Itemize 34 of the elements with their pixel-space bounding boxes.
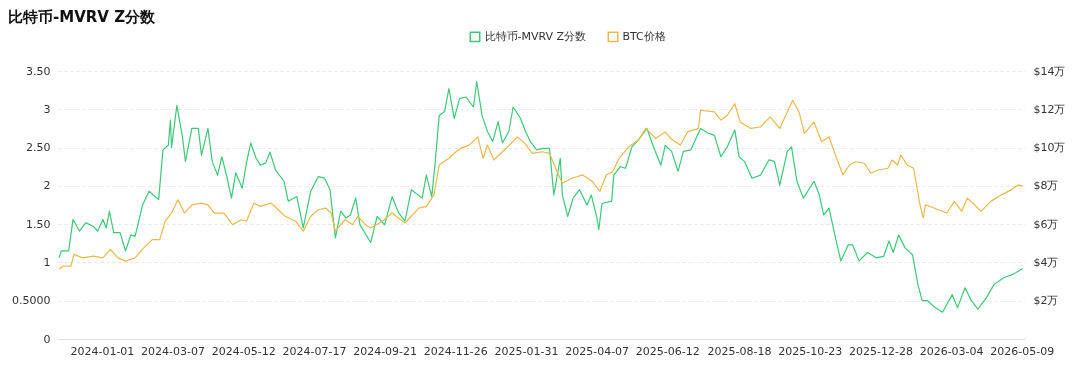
x-tick-label: 2024-03-07 [141,344,206,358]
x-tick-label: 2025-04-07 [565,344,630,358]
line-series [58,99,1024,270]
x-tick-label: 2025-10-23 [778,344,843,358]
x-tick-label: 2024-01-01 [70,344,135,358]
y2-tick-label: $10万 [1033,141,1066,155]
legend-label: BTC价格 [622,29,666,43]
y-tick-label: 2.50 [26,141,51,155]
y2-tick-label: $4万 [1033,255,1059,269]
y-tick-label: 0 [43,332,51,346]
y2-tick-label: $8万 [1033,179,1059,193]
x-tick-label: 2024-11-26 [423,344,488,358]
x-tick-label: 2025-12-28 [848,344,913,358]
chart-title: 比特币-MVRV Z分数 [8,8,157,26]
x-tick-label: 2024-05-12 [211,344,276,358]
x-tick-label: 2025-01-31 [494,344,559,358]
y2-tick-label: $14万 [1033,64,1066,78]
x-tick-label: 2025-06-12 [635,344,700,358]
x-tick-label: 2024-07-17 [282,344,347,358]
y2-tick-label: $2万 [1033,294,1059,308]
x-tick-label: 2026-05-09 [990,344,1055,358]
y2-tick-label: $6万 [1033,217,1059,231]
y-tick-label: 1.50 [26,217,51,231]
legend-label: 比特币-MVRV Z分数 [484,29,587,43]
y-tick-label: 3 [43,102,51,116]
y2-tick-label: $12万 [1033,102,1066,116]
y-tick-label: 3.50 [26,64,51,78]
y-tick-label: 2 [43,179,51,193]
x-tick-label: 2024-09-21 [353,344,418,358]
y-tick-label: 1 [43,255,51,269]
x-tick-label: 2026-03-04 [919,344,984,358]
line-series [58,81,1024,313]
x-tick-label: 2025-08-18 [707,344,772,358]
y-tick-label: 0.5000 [12,294,51,308]
